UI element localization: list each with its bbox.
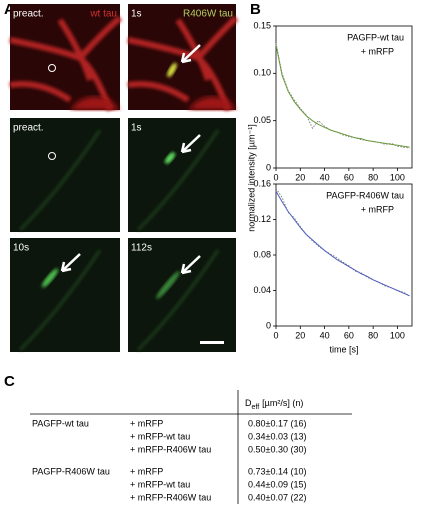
x-tick-label: 80 — [368, 172, 378, 182]
x-tick-label: 40 — [320, 330, 330, 340]
header-symbol: D — [245, 398, 252, 408]
plot-frame — [275, 25, 413, 169]
micrograph-green — [128, 118, 236, 232]
micrograph-green — [10, 118, 120, 232]
panel-label: B — [250, 1, 261, 18]
row-condition: + mRFP-wt tau — [130, 479, 190, 489]
image-label: 10s — [13, 243, 29, 254]
x-tick-label: 60 — [344, 172, 354, 182]
x-axis-label: time [s] — [329, 344, 358, 354]
image-label: preact. — [13, 123, 44, 134]
row-value: 0.34±0.03 (13) — [248, 431, 306, 441]
series-line — [275, 44, 410, 148]
x-tick-label: 20 — [295, 330, 305, 340]
y-tick-label: 0.16 — [253, 178, 271, 188]
x-tick-label: 20 — [295, 172, 305, 182]
micrograph-red — [127, 4, 239, 112]
series-line — [275, 188, 410, 297]
image-label: wt tau — [89, 9, 117, 20]
x-tick-label: 0 — [273, 172, 278, 182]
y-tick-label: 0.08 — [253, 249, 271, 259]
image-label: R406W tau — [183, 9, 233, 20]
micrograph-green — [128, 238, 236, 352]
x-tick-label: 40 — [320, 172, 330, 182]
row-condition: + mRFP-R406W tau — [130, 444, 211, 454]
y-tick-label: 0.12 — [253, 214, 271, 224]
row-value: 0.73±0.14 (10) — [248, 466, 306, 476]
row-group: PAGFP-R406W tau — [32, 466, 110, 476]
table-header: Deff [µm²/s] (n) — [245, 398, 303, 410]
micrograph-green — [10, 238, 120, 352]
y-tick-label: 0.04 — [253, 285, 271, 295]
image-label: 1s — [131, 123, 142, 134]
row-condition: + mRFP — [130, 418, 163, 428]
annotation: PAGFP-R406W tau — [326, 190, 404, 200]
x-tick-label: 80 — [368, 330, 378, 340]
y-axis-label: normalized intensity [µm⁻¹] — [246, 124, 256, 231]
series-line — [275, 190, 410, 297]
row-condition: + mRFP-wt tau — [130, 431, 190, 441]
annotation: + mRFP — [361, 204, 394, 214]
panel-label: A — [4, 1, 15, 18]
y-tick-label: 0 — [266, 162, 271, 172]
micrograph-red — [9, 4, 122, 112]
row-condition: + mRFP — [130, 466, 163, 476]
image-label: preact. — [13, 9, 44, 20]
y-tick-label: 0 — [266, 320, 271, 330]
x-tick-label: 0 — [273, 330, 278, 340]
x-tick-label: 60 — [344, 330, 354, 340]
y-tick-label: 0.15 — [253, 20, 271, 30]
header-subscript: eff — [252, 404, 260, 411]
y-tick-label: 0.10 — [253, 68, 271, 78]
row-value: 0.44±0.09 (15) — [248, 479, 306, 489]
y-tick-label: 0.05 — [253, 115, 271, 125]
row-value: 0.50±0.30 (30) — [248, 444, 306, 454]
row-group: PAGFP-wt tau — [32, 418, 89, 428]
series-line — [275, 42, 410, 149]
image-label: 1s — [131, 9, 142, 20]
x-tick-label: 100 — [390, 172, 405, 182]
row-condition: + mRFP-R406W tau — [130, 492, 211, 502]
x-tick-label: 100 — [390, 330, 405, 340]
annotation: + mRFP — [361, 46, 394, 56]
row-value: 0.80±0.17 (16) — [248, 418, 306, 428]
header-unit: [µm²/s] (n) — [262, 398, 303, 408]
annotation: PAGFP-wt tau — [347, 32, 404, 42]
panel-label: C — [4, 373, 15, 390]
image-label: 112s — [131, 243, 152, 254]
row-value: 0.40±0.07 (22) — [248, 492, 306, 502]
